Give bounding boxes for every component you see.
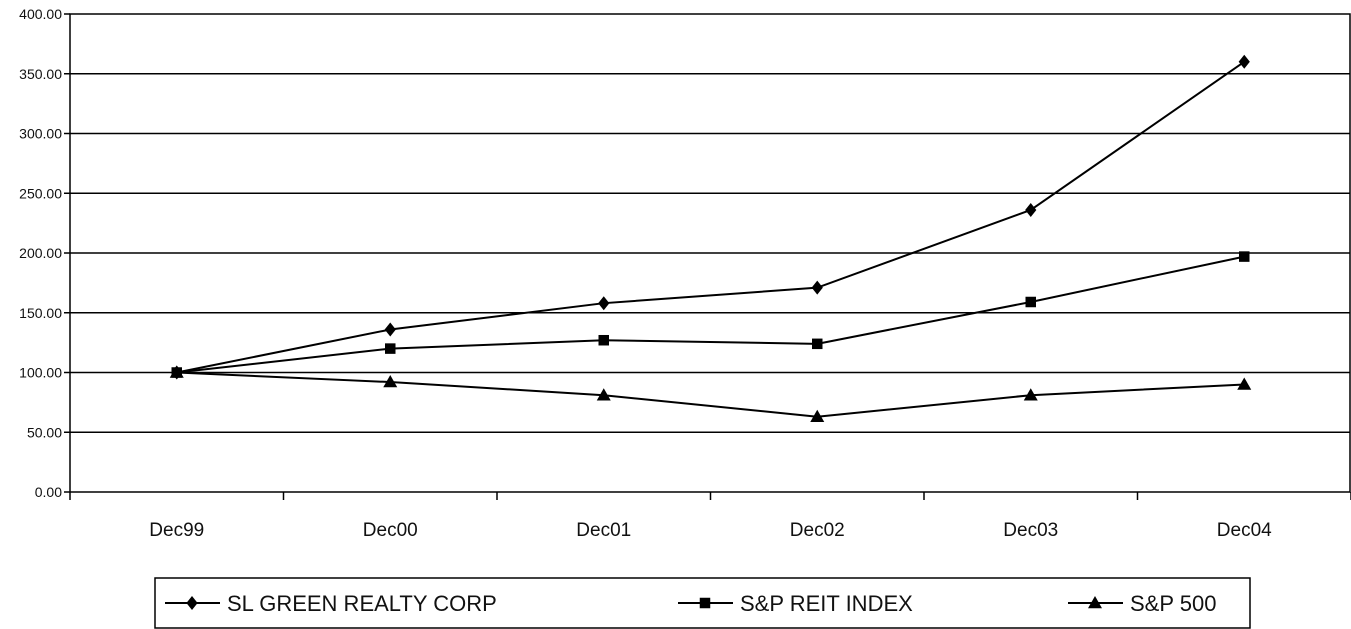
y-tick-label: 0.00 (35, 484, 62, 500)
data-point (1025, 296, 1036, 308)
series (169, 54, 1252, 422)
data-point (384, 322, 396, 337)
data-point (1239, 251, 1250, 262)
series-0 (171, 54, 1250, 380)
series-line (176, 371, 1245, 418)
legend-entry: S&P REIT INDEX (678, 591, 913, 616)
axes (69, 13, 1351, 493)
legend-entry: S&P 500 (1068, 591, 1216, 616)
legend-entry: SL GREEN REALTY CORP (165, 591, 497, 616)
x-axis-tick-labels: Dec99 Dec00 Dec01 Dec02 Dec03 Dec04 (149, 520, 1272, 541)
data-point (385, 343, 396, 354)
y-tick-label: 400.00 (19, 6, 62, 22)
y-tick-label: 350.00 (19, 66, 62, 82)
data-point (598, 296, 610, 311)
data-point (596, 388, 611, 401)
series-line (176, 255, 1245, 374)
series-line (176, 60, 1245, 374)
gridlines (64, 13, 1351, 500)
data-point (1237, 377, 1252, 390)
legend-marker (186, 596, 198, 610)
x-tick-label: Dec01 (576, 520, 631, 541)
y-tick-label: 200.00 (19, 245, 62, 261)
legend-marker (1088, 596, 1102, 609)
x-tick-label: Dec04 (1217, 520, 1272, 541)
data-point (1238, 54, 1250, 69)
y-tick-label: 150.00 (19, 305, 62, 321)
x-tick-label: Dec02 (790, 520, 845, 541)
legend-marker (699, 597, 711, 609)
legend-label: S&P 500 (1130, 591, 1216, 616)
data-point (811, 280, 823, 295)
y-tick-label: 250.00 (19, 185, 62, 201)
data-point (598, 334, 609, 346)
series-1 (171, 251, 1250, 378)
y-axis-tick-labels: 0.00 50.00 100.00 150.00 200.00 250.00 300.00 3… (19, 6, 62, 500)
x-tick-label: Dec99 (149, 520, 204, 541)
x-tick-label: Dec00 (363, 520, 418, 541)
legend: SL GREEN REALTY CORP S&P REIT INDEX S&P 50… (154, 577, 1251, 629)
y-tick-label: 100.00 (19, 365, 62, 381)
data-point (383, 375, 398, 388)
legend-frame (154, 577, 1251, 629)
data-point (169, 365, 184, 378)
data-point (810, 409, 825, 422)
legend-label: SL GREEN REALTY CORP (227, 591, 497, 616)
data-point (812, 338, 823, 350)
data-point (1025, 202, 1037, 217)
plot-frame (69, 13, 1351, 493)
y-tick-label: 300.00 (19, 126, 62, 142)
data-point (1023, 388, 1038, 401)
y-tick-label: 50.00 (27, 424, 62, 440)
series-2 (169, 365, 1252, 422)
legend-label: S&P REIT INDEX (740, 591, 913, 616)
x-tick-label: Dec03 (1003, 520, 1058, 541)
